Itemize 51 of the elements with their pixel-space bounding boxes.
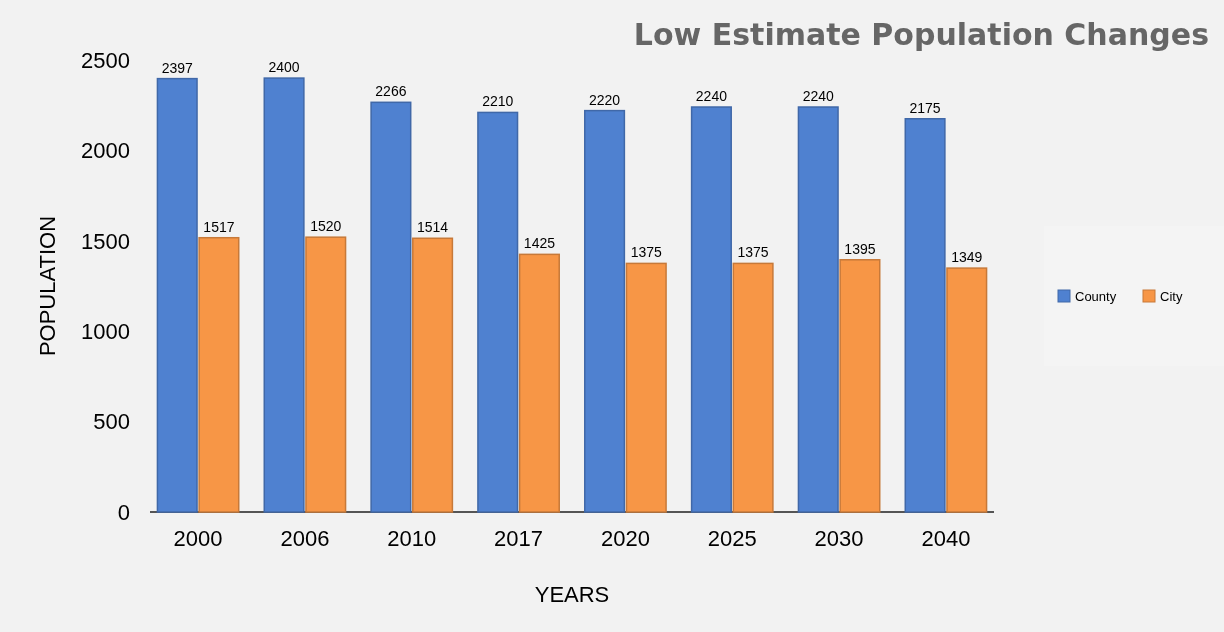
data-label: 2240 — [695, 88, 728, 105]
y-axis-title: POPULATION — [35, 215, 60, 357]
data-label: 2210 — [482, 93, 514, 110]
bar — [904, 118, 946, 513]
y-tick-label: 2000 — [81, 138, 130, 164]
data-label: 1395 — [844, 240, 876, 257]
y-tick-label: 500 — [93, 409, 130, 435]
x-tick-label: 2020 — [600, 526, 650, 551]
data-label: 2400 — [268, 59, 300, 76]
x-tick-label: 2017 — [494, 526, 544, 551]
y-tick-label: 2500 — [81, 47, 130, 73]
bar — [477, 111, 519, 513]
data-label: 1520 — [310, 218, 342, 235]
bar — [518, 253, 560, 513]
data-label: 2240 — [802, 88, 835, 105]
x-tick-label: 2025 — [707, 526, 757, 551]
bar — [946, 267, 988, 513]
y-tick-label: 0 — [117, 499, 130, 525]
x-tick-label: 2030 — [814, 526, 864, 551]
x-tick-label: 2006 — [280, 526, 330, 551]
bar — [839, 259, 881, 513]
data-label: 1375 — [737, 244, 769, 261]
data-label: 2220 — [588, 91, 621, 108]
bar — [625, 262, 667, 513]
y-tick-label: 1500 — [81, 228, 130, 254]
x-tick-label: 2010 — [387, 526, 437, 551]
data-label: 1517 — [203, 218, 235, 235]
x-axis-title: YEARS — [534, 582, 610, 607]
data-label: 1349 — [951, 249, 983, 266]
x-tick-label: 2040 — [921, 526, 971, 551]
data-label: 1425 — [523, 235, 556, 252]
data-label: 2397 — [161, 59, 194, 76]
data-label: 2266 — [375, 83, 407, 100]
bar — [732, 262, 774, 513]
bar — [156, 77, 198, 513]
data-label: 1514 — [417, 219, 449, 236]
x-tick-label: 2000 — [173, 526, 223, 551]
bar — [198, 236, 240, 513]
bar — [797, 106, 839, 513]
bar — [263, 77, 305, 513]
bar — [690, 106, 732, 513]
legend-label: City — [1160, 289, 1183, 304]
bar — [584, 109, 626, 513]
bar — [305, 236, 347, 513]
bar — [412, 237, 454, 513]
legend-label: County — [1075, 289, 1117, 304]
chart-title: Low Estimate Population Changes — [633, 17, 1209, 52]
y-tick-label: 1000 — [81, 318, 130, 344]
bar — [370, 101, 412, 513]
data-label: 2175 — [909, 99, 941, 116]
data-label: 1375 — [630, 244, 663, 261]
